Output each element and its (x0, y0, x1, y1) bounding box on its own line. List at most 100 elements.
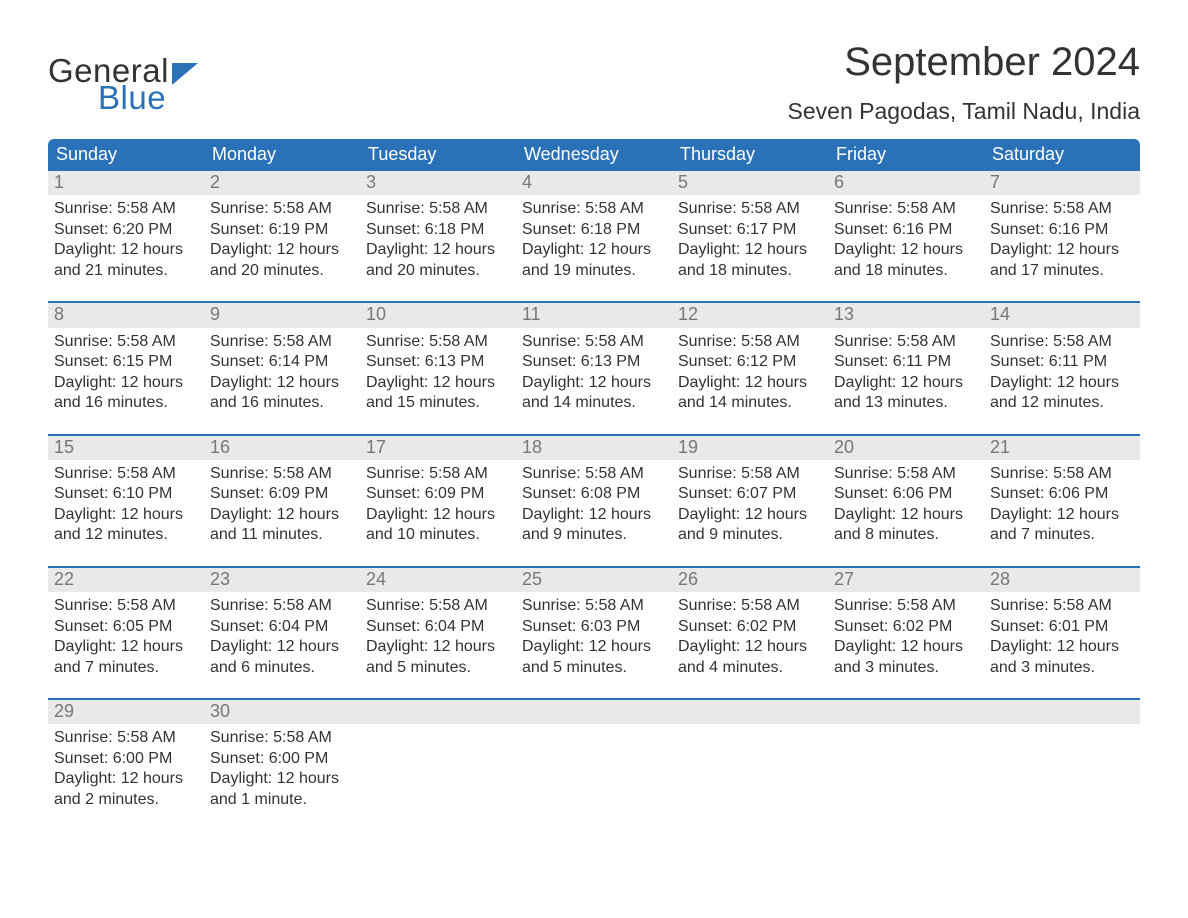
daylight-text-line2: and 20 minutes. (366, 261, 510, 281)
logo: General Blue (48, 40, 198, 114)
day-number: 18 (516, 436, 672, 460)
day-number: 13 (828, 303, 984, 327)
daylight-text-line2: and 18 minutes. (678, 261, 822, 281)
week-row: 22Sunrise: 5:58 AMSunset: 6:05 PMDayligh… (48, 566, 1140, 680)
weekday-header-cell: Sunday (48, 139, 204, 171)
day-number: 3 (360, 171, 516, 195)
day-body: Sunrise: 5:58 AMSunset: 6:08 PMDaylight:… (516, 460, 672, 548)
day-body: Sunrise: 5:58 AMSunset: 6:18 PMDaylight:… (360, 195, 516, 283)
daylight-text-line2: and 15 minutes. (366, 393, 510, 413)
calendar: Sunday Monday Tuesday Wednesday Thursday… (48, 139, 1140, 812)
sunset-text: Sunset: 6:00 PM (210, 749, 354, 769)
daylight-text-line2: and 12 minutes. (990, 393, 1134, 413)
sunset-text: Sunset: 6:17 PM (678, 220, 822, 240)
daylight-text-line2: and 5 minutes. (522, 658, 666, 678)
day-cell (984, 700, 1140, 812)
sunrise-text: Sunrise: 5:58 AM (366, 596, 510, 616)
header-row: General Blue September 2024 Seven Pagoda… (48, 40, 1140, 125)
sunset-text: Sunset: 6:14 PM (210, 352, 354, 372)
daylight-text-line2: and 16 minutes. (210, 393, 354, 413)
day-number: 20 (828, 436, 984, 460)
sunrise-text: Sunrise: 5:58 AM (834, 596, 978, 616)
day-body: Sunrise: 5:58 AMSunset: 6:04 PMDaylight:… (360, 592, 516, 680)
day-cell: 20Sunrise: 5:58 AMSunset: 6:06 PMDayligh… (828, 436, 984, 548)
daylight-text-line2: and 18 minutes. (834, 261, 978, 281)
day-number: 8 (48, 303, 204, 327)
daylight-text-line2: and 14 minutes. (522, 393, 666, 413)
sunrise-text: Sunrise: 5:58 AM (522, 596, 666, 616)
location-subtitle: Seven Pagodas, Tamil Nadu, India (788, 98, 1140, 125)
day-number: 28 (984, 568, 1140, 592)
sunrise-text: Sunrise: 5:58 AM (210, 728, 354, 748)
day-cell: 27Sunrise: 5:58 AMSunset: 6:02 PMDayligh… (828, 568, 984, 680)
sunrise-text: Sunrise: 5:58 AM (54, 464, 198, 484)
sunrise-text: Sunrise: 5:58 AM (54, 596, 198, 616)
day-body: Sunrise: 5:58 AMSunset: 6:12 PMDaylight:… (672, 328, 828, 416)
month-title: September 2024 (788, 40, 1140, 84)
daylight-text-line1: Daylight: 12 hours (366, 637, 510, 657)
daylight-text-line1: Daylight: 12 hours (522, 505, 666, 525)
day-cell: 18Sunrise: 5:58 AMSunset: 6:08 PMDayligh… (516, 436, 672, 548)
sunset-text: Sunset: 6:18 PM (522, 220, 666, 240)
daylight-text-line1: Daylight: 12 hours (834, 240, 978, 260)
daylight-text-line1: Daylight: 12 hours (834, 505, 978, 525)
day-number: 1 (48, 171, 204, 195)
daylight-text-line1: Daylight: 12 hours (678, 373, 822, 393)
day-body: Sunrise: 5:58 AMSunset: 6:16 PMDaylight:… (984, 195, 1140, 283)
daylight-text-line1: Daylight: 12 hours (210, 505, 354, 525)
day-body: Sunrise: 5:58 AMSunset: 6:11 PMDaylight:… (828, 328, 984, 416)
daylight-text-line1: Daylight: 12 hours (54, 637, 198, 657)
daylight-text-line2: and 5 minutes. (366, 658, 510, 678)
weekday-header-row: Sunday Monday Tuesday Wednesday Thursday… (48, 139, 1140, 171)
day-body: Sunrise: 5:58 AMSunset: 6:00 PMDaylight:… (204, 724, 360, 812)
daylight-text-line2: and 14 minutes. (678, 393, 822, 413)
day-cell (516, 700, 672, 812)
sunset-text: Sunset: 6:19 PM (210, 220, 354, 240)
sunset-text: Sunset: 6:16 PM (834, 220, 978, 240)
day-cell: 29Sunrise: 5:58 AMSunset: 6:00 PMDayligh… (48, 700, 204, 812)
weekday-header-cell: Friday (828, 139, 984, 171)
sunset-text: Sunset: 6:12 PM (678, 352, 822, 372)
day-body: Sunrise: 5:58 AMSunset: 6:17 PMDaylight:… (672, 195, 828, 283)
daylight-text-line1: Daylight: 12 hours (834, 373, 978, 393)
sunset-text: Sunset: 6:00 PM (54, 749, 198, 769)
daylight-text-line1: Daylight: 12 hours (522, 240, 666, 260)
day-number: 4 (516, 171, 672, 195)
daylight-text-line2: and 13 minutes. (834, 393, 978, 413)
daylight-text-line2: and 7 minutes. (54, 658, 198, 678)
day-number: 15 (48, 436, 204, 460)
weekday-header-cell: Tuesday (360, 139, 516, 171)
day-number: 30 (204, 700, 360, 724)
sunset-text: Sunset: 6:07 PM (678, 484, 822, 504)
day-body: Sunrise: 5:58 AMSunset: 6:04 PMDaylight:… (204, 592, 360, 680)
daylight-text-line2: and 3 minutes. (834, 658, 978, 678)
sunrise-text: Sunrise: 5:58 AM (54, 332, 198, 352)
week-row: 1Sunrise: 5:58 AMSunset: 6:20 PMDaylight… (48, 171, 1140, 283)
sunrise-text: Sunrise: 5:58 AM (522, 332, 666, 352)
day-cell: 23Sunrise: 5:58 AMSunset: 6:04 PMDayligh… (204, 568, 360, 680)
sunset-text: Sunset: 6:06 PM (834, 484, 978, 504)
day-number: 27 (828, 568, 984, 592)
day-cell: 26Sunrise: 5:58 AMSunset: 6:02 PMDayligh… (672, 568, 828, 680)
sunset-text: Sunset: 6:08 PM (522, 484, 666, 504)
day-body: Sunrise: 5:58 AMSunset: 6:00 PMDaylight:… (48, 724, 204, 812)
weekday-header-cell: Monday (204, 139, 360, 171)
day-cell: 30Sunrise: 5:58 AMSunset: 6:00 PMDayligh… (204, 700, 360, 812)
sunrise-text: Sunrise: 5:58 AM (834, 332, 978, 352)
day-number: 12 (672, 303, 828, 327)
day-body: Sunrise: 5:58 AMSunset: 6:18 PMDaylight:… (516, 195, 672, 283)
sunrise-text: Sunrise: 5:58 AM (990, 332, 1134, 352)
day-number: 29 (48, 700, 204, 724)
sunset-text: Sunset: 6:06 PM (990, 484, 1134, 504)
day-number: 11 (516, 303, 672, 327)
day-body: Sunrise: 5:58 AMSunset: 6:14 PMDaylight:… (204, 328, 360, 416)
week-row: 29Sunrise: 5:58 AMSunset: 6:00 PMDayligh… (48, 698, 1140, 812)
day-cell: 10Sunrise: 5:58 AMSunset: 6:13 PMDayligh… (360, 303, 516, 415)
sunset-text: Sunset: 6:01 PM (990, 617, 1134, 637)
day-cell: 2Sunrise: 5:58 AMSunset: 6:19 PMDaylight… (204, 171, 360, 283)
daylight-text-line2: and 21 minutes. (54, 261, 198, 281)
sunrise-text: Sunrise: 5:58 AM (54, 728, 198, 748)
day-cell: 22Sunrise: 5:58 AMSunset: 6:05 PMDayligh… (48, 568, 204, 680)
day-body: Sunrise: 5:58 AMSunset: 6:09 PMDaylight:… (204, 460, 360, 548)
sunrise-text: Sunrise: 5:58 AM (678, 199, 822, 219)
